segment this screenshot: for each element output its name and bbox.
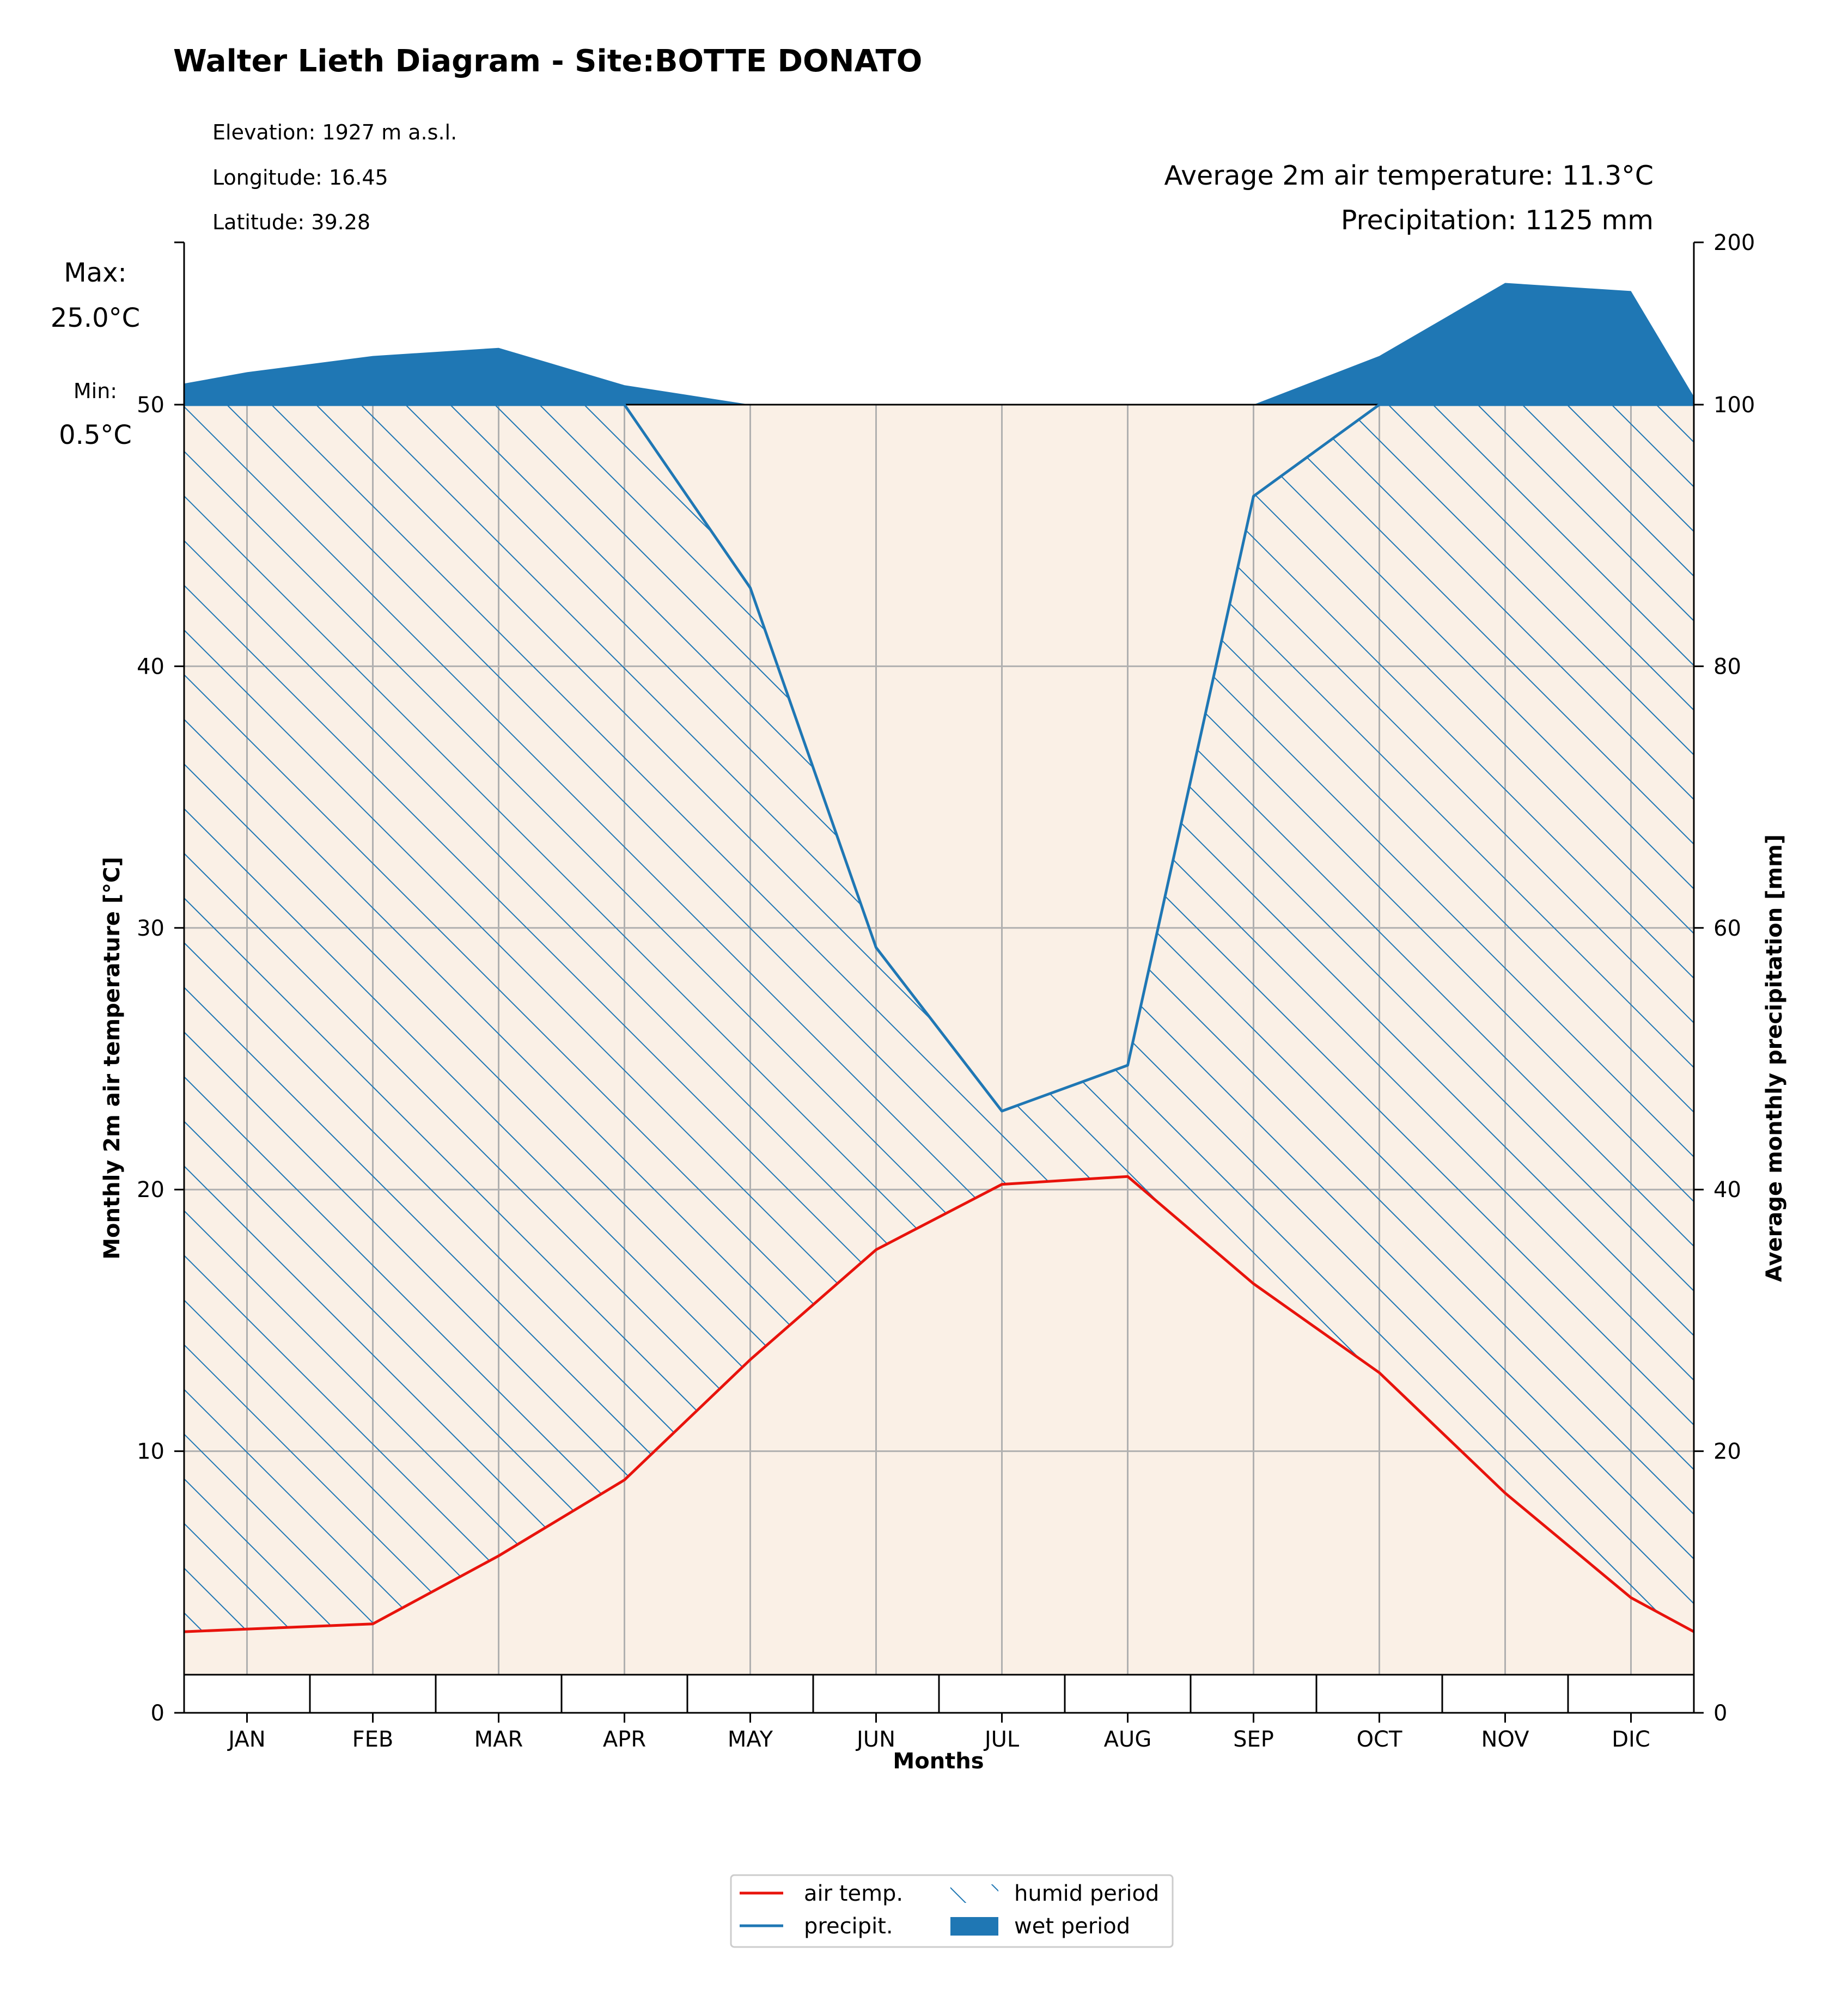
right-tick-label: 40 [1713,1177,1741,1203]
left-tick-label: 50 [137,393,164,418]
legend-box [730,1874,1174,1948]
tick-labels: 0 10 20 30 40 50 0 20 40 60 80 100 200 JAN FEB MAR APR MA… [137,230,1755,1752]
elevation-label: Elevation: 1927 m a.s.l. [212,120,457,144]
temperature-point [246,1628,248,1631]
x-tick-label: MAY [728,1727,773,1752]
left-tick-label: 10 [137,1439,164,1464]
precipitation-point [1504,404,1507,406]
left-tick-label: 30 [137,916,164,941]
right-y-axis-title: Average monthly precipitation [mm] [1762,834,1787,1282]
longitude-label: Longitude: 16.45 [212,166,388,190]
wet-period-area [184,283,1694,405]
max-value: 25.0°C [51,303,140,333]
left-tick-label: 20 [137,1177,164,1203]
x-tick-label: AUG [1104,1727,1152,1752]
humid-period-area [184,405,1694,1632]
chart-title: Walter Lieth Diagram - Site:BOTTE DONATO [173,44,922,79]
max-label: Max: [64,258,126,288]
precipitation-point [497,404,500,406]
min-label: Min: [74,379,117,403]
precipitation-line [184,403,1694,1113]
temperature-point [1630,1596,1632,1599]
right-tick-label: 80 [1713,654,1741,679]
temperature-point [1001,1183,1003,1186]
month-strip [183,1674,1695,1714]
precipitation-point [1630,404,1632,406]
precipitation-point [875,946,877,949]
left-y-axis-title: Monthly 2m air temperature [°C] [100,857,125,1260]
x-tick-label: SEP [1233,1727,1274,1752]
legend-humid-swatch [950,1884,998,1903]
precipitation-point [1126,1064,1129,1067]
legend-wet-label: wet period [1014,1914,1130,1939]
total-precipitation-label: Precipitation: 1125 mm [1341,205,1654,236]
right-tick-label: 200 [1713,230,1755,255]
temperature-point [497,1554,500,1557]
data-points [246,404,1632,1631]
precipitation-point [371,404,374,406]
temperature-point [371,1622,374,1625]
precipitation-point [623,404,626,406]
right-tick-label: 20 [1713,1439,1741,1464]
legend-humid-label: humid period [1014,1881,1159,1906]
temperature-line [184,1175,1695,1633]
x-axis-title: Months [893,1749,984,1774]
x-tick-label: FEB [352,1727,394,1752]
temperature-point [875,1248,877,1251]
temperature-point [1504,1492,1507,1494]
x-tick-label: JAN [227,1727,265,1752]
temperature-point [1252,1283,1255,1285]
temperature-point [623,1479,626,1481]
precipitation-point [1378,404,1381,406]
legend: air temp. precipit. humid period wet per… [730,1874,1174,1948]
x-tick-label: JUN [855,1727,895,1752]
temperature-point [1126,1175,1129,1178]
left-tick-label: 0 [151,1701,164,1726]
axes [174,241,1704,1723]
left-tick-label: 40 [137,654,164,679]
x-tick-label: MAR [474,1727,523,1752]
x-tick-label: OCT [1357,1727,1402,1752]
precipitation-point [749,587,752,589]
precipitation-point [1001,1110,1003,1113]
precipitation-point [1252,495,1255,498]
x-tick-label: DIC [1612,1727,1650,1752]
temperature-point [1378,1371,1381,1374]
temperature-point [749,1358,752,1361]
min-value: 0.5°C [59,420,132,450]
legend-precip-label: precipit. [804,1914,893,1939]
average-temperature-label: Average 2m air temperature: 11.3°C [1164,160,1654,191]
right-tick-label: 100 [1713,393,1755,418]
x-tick-label: APR [603,1727,646,1752]
legend-wet-swatch [950,1917,998,1936]
right-tick-label: 0 [1713,1701,1727,1726]
latitude-label: Latitude: 39.28 [212,210,370,234]
x-tick-label: NOV [1481,1727,1529,1752]
legend-temp-label: air temp. [804,1881,903,1906]
x-tick-label: JUL [983,1727,1020,1752]
precipitation-point [246,404,248,406]
right-tick-label: 60 [1713,916,1741,941]
